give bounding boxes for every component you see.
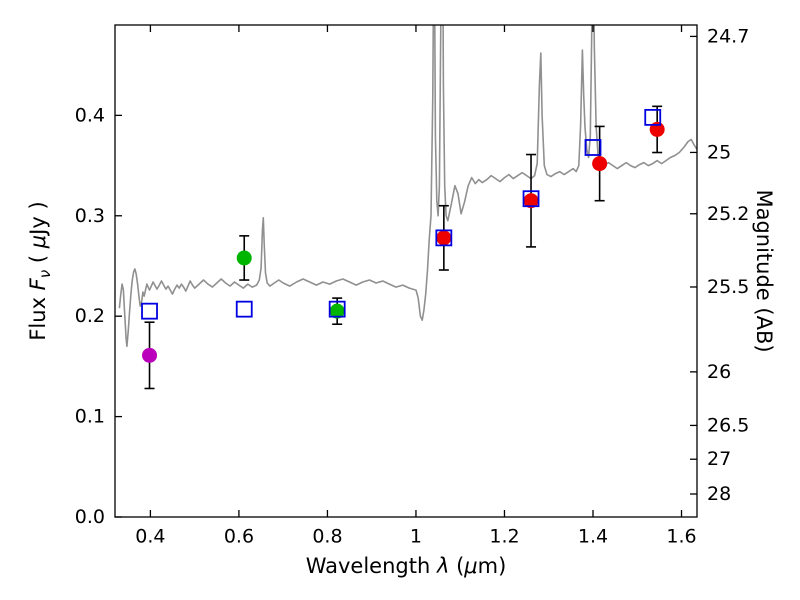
model-photometry-point	[235, 300, 253, 318]
x-tick-label: 1.6	[666, 526, 696, 548]
x-tick-label: 0.8	[312, 526, 342, 548]
observed-photometry-point	[523, 193, 539, 209]
axes-frame	[114, 24, 698, 518]
y-tick-label-right: 28	[707, 483, 731, 505]
y-tick-label-right: 25.5	[707, 276, 749, 298]
x-tick-label: 1.4	[578, 526, 608, 548]
y-tick-label-left: 0.1	[75, 406, 105, 428]
observed-photometry-point	[592, 156, 608, 172]
mu-symbol: μ	[464, 554, 478, 578]
y-tick-label-left: 0.3	[75, 205, 105, 227]
nu-subscript: ν	[36, 269, 55, 279]
left-y-axis-title: Flux Fν ( μJy )	[25, 201, 55, 341]
observed-photometry-point	[436, 230, 452, 246]
y-tick-label-right: 25.2	[707, 203, 749, 225]
y-tick-label-left: 0.2	[75, 305, 105, 327]
y-tick-label-right: 26	[707, 361, 731, 383]
y-tick-label-right: 26.5	[707, 414, 749, 436]
mu-symbol: μ	[25, 234, 50, 249]
model-photometry-point	[141, 302, 158, 320]
observed-photometry-point	[329, 303, 345, 319]
x-axis-title-text: Wavelength	[305, 554, 437, 578]
right-y-axis-title: Magnitude (AB)	[752, 189, 776, 353]
observed-photometry-point	[142, 347, 158, 363]
x-tick-label: 1.2	[489, 526, 519, 548]
model-spectrum-line	[118, 25, 697, 348]
model-photometry-point	[644, 108, 662, 126]
y-tick-label-left: 0.4	[75, 104, 105, 126]
x-tick-label: 1	[410, 526, 422, 548]
left-y-axis-title-text: Flux	[25, 290, 50, 341]
y-tick-label-right: 27	[707, 448, 731, 470]
x-axis-title: Wavelength λ (μm)	[305, 554, 507, 578]
y-tick-label-right: 25	[707, 141, 731, 163]
y-tick-label-right: 24.7	[707, 25, 749, 47]
x-tick-label: 0.6	[224, 526, 254, 548]
y-tick-label-left: 0.0	[75, 506, 105, 528]
observed-photometry-point	[236, 250, 252, 266]
flux-symbol: F	[25, 278, 50, 291]
model-photometry-point	[435, 229, 453, 247]
model-photometry-point	[584, 139, 602, 156]
x-tick-label: 0.4	[135, 526, 165, 548]
lambda-symbol: λ	[436, 554, 450, 578]
model-photometry-point	[522, 190, 540, 208]
model-photometry-point	[328, 300, 346, 318]
